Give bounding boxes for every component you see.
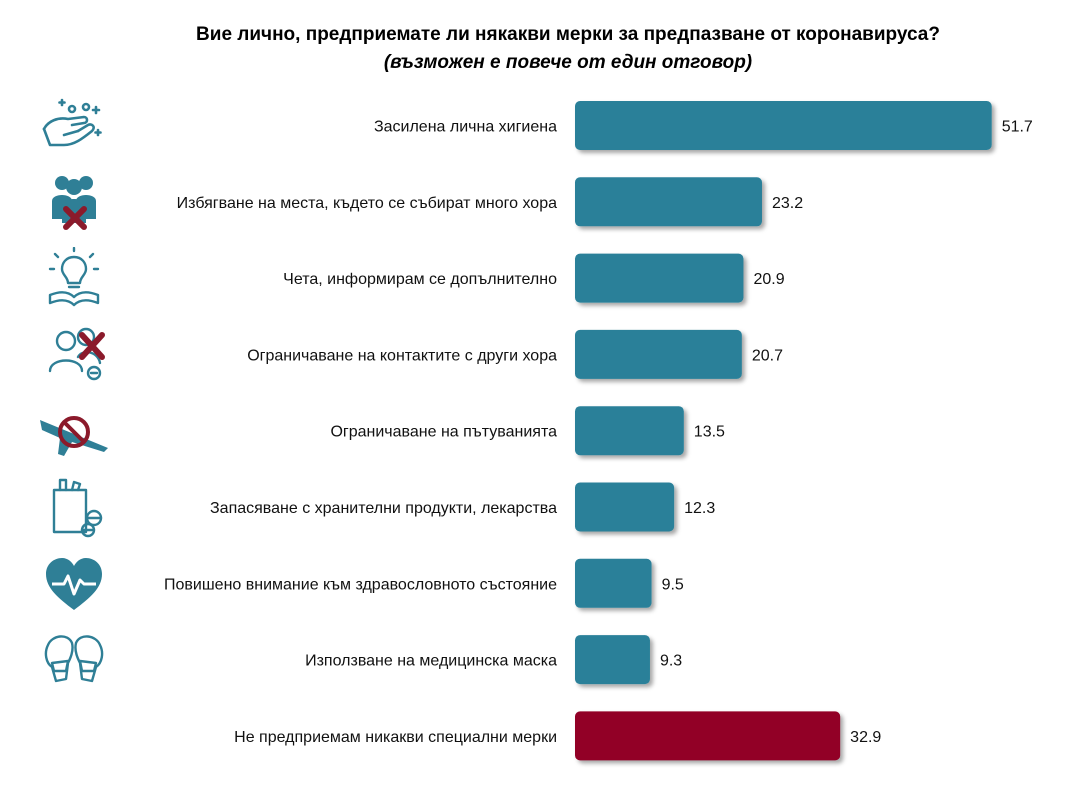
value-label-6: 9.5: [662, 576, 684, 593]
category-label-6: Повишено внимание към здравословното със…: [164, 576, 557, 593]
crowd-crossed-icon: [38, 171, 110, 233]
category-label-4: Ограничаване на пътуванията: [330, 424, 557, 441]
value-label-7: 9.3: [660, 653, 682, 670]
bar-5: [575, 482, 675, 532]
value-label-5: 12.3: [684, 500, 715, 517]
value-label-1: 23.2: [772, 195, 803, 212]
bar-1: [575, 177, 762, 227]
bar-6: [575, 558, 652, 608]
category-label-7: Използване на медицинска маска: [305, 653, 557, 670]
category-label-1: Избягване на места, където се събират мн…: [177, 195, 557, 212]
value-label-0: 51.7: [1002, 119, 1033, 136]
bar-4: [575, 406, 684, 456]
bar-0: [575, 101, 992, 150]
bar-3: [575, 329, 742, 379]
category-label-0: Засилена лична хигиена: [374, 119, 557, 136]
chart-subtitle: (възможен е повече от един отговор): [383, 52, 753, 73]
bar-7: [575, 635, 650, 685]
value-label-2: 20.9: [753, 271, 784, 288]
value-label-4: 13.5: [694, 424, 725, 441]
grocery-bag-pills-icon: [38, 476, 110, 538]
category-label-3: Ограничаване на контактите с други хора: [247, 347, 557, 364]
lightbulb-book-icon: [38, 246, 110, 309]
bar-2: [575, 253, 744, 303]
chart-title: Вие лично, предприемате ли някакви мерки…: [196, 24, 940, 45]
category-label-2: Чета, информирам се допълнително: [283, 271, 557, 288]
value-label-3: 20.7: [752, 347, 783, 364]
category-label-5: Запасяване с хранителни продукти, лекарс…: [210, 500, 557, 517]
category-label-8: Не предприемам никакви специални мерки: [234, 729, 557, 746]
people-crossed-icon: [38, 323, 110, 385]
plane-prohibited-icon: [38, 400, 110, 462]
masked-faces-icon: [38, 629, 110, 691]
value-label-8: 32.9: [850, 729, 881, 746]
heart-pulse-icon: [38, 552, 110, 614]
bar-8: [575, 711, 841, 761]
hand-washing-icon: [38, 95, 110, 157]
